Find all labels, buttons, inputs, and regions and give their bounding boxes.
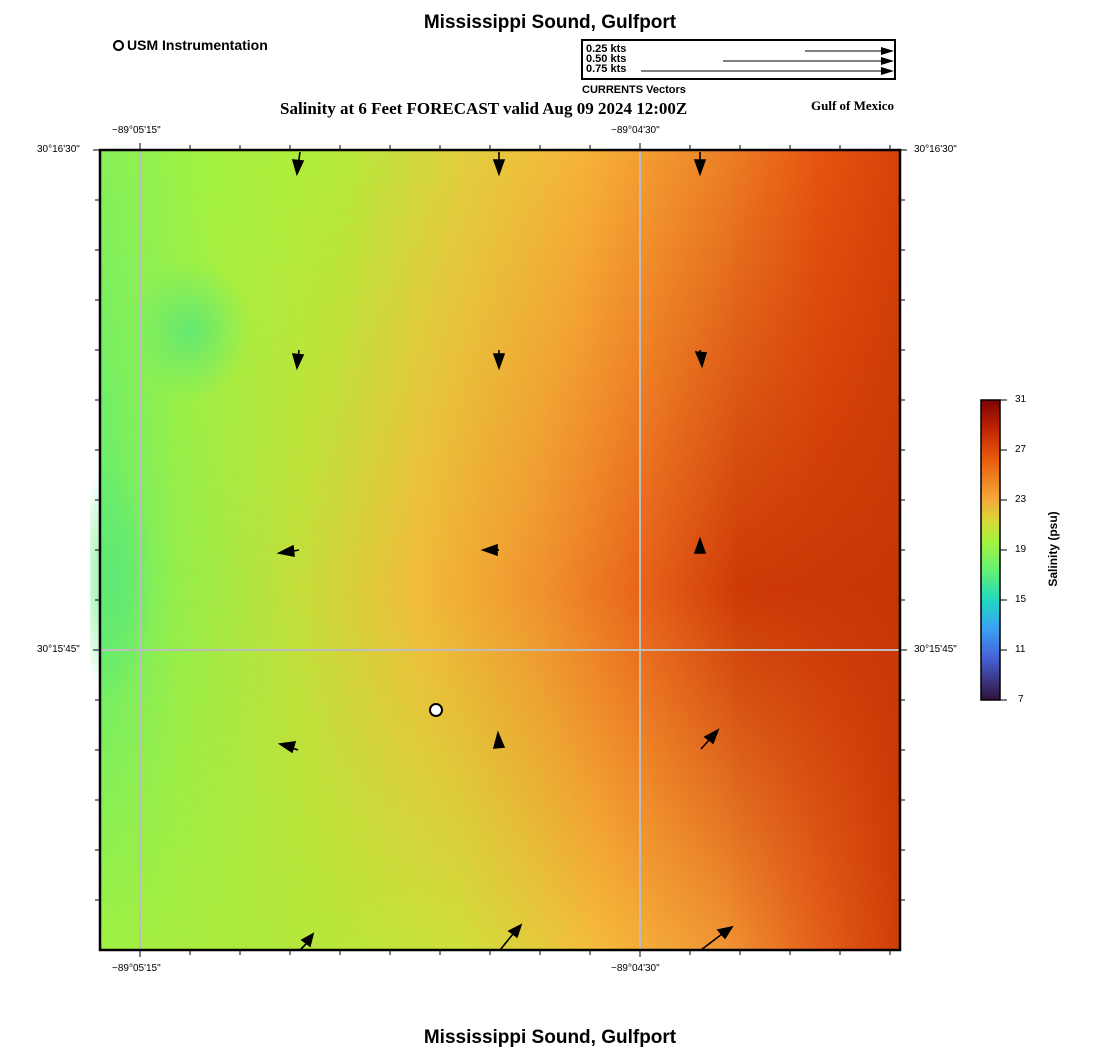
current-vector-arrow: [700, 925, 734, 951]
map-subtitle: Salinity at 6 Feet FORECAST valid Aug 09…: [280, 99, 688, 118]
lon-tick-label-top: −89°04'30": [611, 125, 660, 136]
current-vector-arrow: [492, 350, 506, 371]
frame-ticks: [93, 143, 907, 957]
salinity-map[interactable]: [90, 140, 910, 960]
current-vector-arrow: [480, 543, 499, 557]
current-vector-arrow: [276, 544, 300, 557]
vector-legend-arrows: [641, 47, 894, 75]
vector-legend-item: 0.75 kts: [586, 63, 627, 75]
arrowhead-icon: [881, 67, 894, 75]
current-vector-arrow: [492, 730, 506, 749]
current-vector-arrow: [277, 741, 299, 754]
lat-tick-label-right: 30°15'45": [914, 644, 957, 655]
current-vectors: [276, 151, 734, 951]
vector-legend-item: 0.50 kts: [586, 53, 627, 65]
current-vector-arrow: [492, 152, 506, 177]
current-vector-arrow: [299, 932, 315, 951]
current-vector-arrow: [499, 923, 523, 951]
colorbar-tick-label: 11: [1015, 644, 1026, 655]
lon-tick-label-bottom: −89°05'15": [112, 963, 161, 974]
salinity-low-patch: [130, 260, 250, 400]
lat-tick-label-left: 30°15'45": [37, 644, 80, 655]
arrowhead-icon: [881, 57, 894, 65]
usm-station-marker[interactable]: [429, 703, 443, 717]
lon-tick-label-bottom: −89°04'30": [611, 963, 660, 974]
current-vector-arrow: [693, 536, 707, 554]
current-vector-arrow: [700, 728, 720, 750]
colorbar-tick-label: 23: [1015, 494, 1027, 505]
salinity-low-patch: [90, 460, 155, 700]
colorbar-ramp: [980, 399, 1001, 701]
lat-tick-label-right: 30°16'30": [914, 144, 957, 155]
arrowhead-icon: [881, 47, 894, 55]
colorbar: [980, 399, 1007, 701]
colorbar-tick-label: 27: [1015, 444, 1027, 455]
vector-legend-caption: CURRENTS Vectors: [582, 84, 686, 96]
current-vector-arrow: [291, 151, 305, 177]
current-vector-arrow: [694, 349, 708, 369]
vector-legend-item: 0.25 kts: [586, 43, 627, 55]
lon-tick-label-top: −89°05'15": [112, 125, 161, 136]
colorbar-tick-label: 19: [1015, 544, 1027, 555]
current-vector-arrow: [693, 152, 707, 177]
footer-title: Mississippi Sound, Gulfport: [423, 1027, 677, 1048]
station-legend: USM Instrumentation: [113, 37, 268, 53]
station-legend-label: USM Instrumentation: [127, 37, 268, 53]
colorbar-tick-label: 7: [1018, 694, 1024, 705]
colorbar-tick-label: 15: [1015, 594, 1027, 605]
graticule: [100, 150, 900, 950]
region-label: Gulf of Mexico: [811, 98, 895, 113]
lat-tick-label-left: 30°16'30": [37, 144, 80, 155]
station-marker-icon: [113, 39, 124, 51]
current-vector-arrow: [291, 349, 305, 371]
colorbar-tick-label: 31: [1015, 394, 1027, 405]
map-title: Mississippi Sound, Gulfport: [423, 12, 677, 33]
colorbar-title: Salinity (psu): [1046, 511, 1060, 587]
vector-legend: 0.25 kts 0.50 kts 0.75 kts: [581, 39, 896, 80]
